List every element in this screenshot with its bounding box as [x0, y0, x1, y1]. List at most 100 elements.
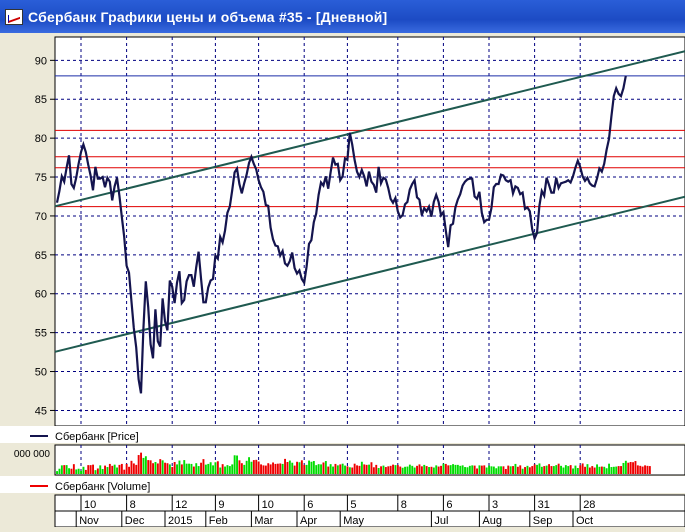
volume-bar	[576, 468, 579, 474]
volume-bar	[168, 464, 171, 474]
volume-bar	[315, 465, 318, 474]
volume-bar	[279, 463, 282, 474]
volume-bar	[526, 465, 529, 474]
month-tick-label: Aug	[482, 515, 502, 527]
volume-bar	[284, 458, 286, 474]
month-tick-label: Dec	[125, 515, 145, 527]
price-series-line	[55, 75, 627, 394]
volume-bar	[550, 466, 553, 474]
volume-bar	[430, 466, 433, 474]
volume-bar	[552, 466, 555, 474]
volume-bar	[531, 466, 534, 474]
date-axis-months: Nov Dec 2015 Feb Mar Apr May Jul Aug Sep Oct	[75, 511, 593, 527]
volume-bar	[192, 466, 195, 474]
volume-bar	[267, 463, 270, 474]
volume-bars	[56, 452, 651, 474]
volume-bar	[581, 463, 584, 474]
volume-bar	[620, 466, 622, 474]
volume-bar	[555, 465, 558, 474]
volume-bar	[298, 462, 301, 474]
y-tick-label: 85	[35, 94, 47, 106]
volume-bar	[221, 464, 224, 474]
day-tick-label: 6	[307, 499, 313, 511]
volume-bar	[636, 465, 639, 474]
day-tick-label: 3	[492, 499, 498, 511]
volume-bar	[173, 462, 176, 474]
volume-bar	[603, 466, 606, 474]
volume-bar	[358, 465, 361, 474]
volume-bar	[459, 465, 462, 474]
volume-bar	[224, 466, 226, 474]
volume-bar	[404, 466, 406, 474]
volume-bar	[89, 465, 92, 474]
volume-bar	[447, 465, 450, 474]
volume-bar	[106, 467, 109, 474]
volume-bar	[219, 467, 222, 474]
volume-bar	[560, 465, 562, 474]
volume-bar	[214, 462, 217, 474]
volume-bar	[548, 464, 550, 474]
volume-bar	[622, 462, 625, 474]
volume-bar	[190, 463, 193, 474]
volume-bar	[209, 462, 212, 474]
volume-bar	[99, 465, 102, 474]
volume-bar	[101, 468, 104, 474]
y-tick-label: 45	[35, 405, 47, 417]
trend-channel	[54, 50, 685, 353]
volume-bar	[471, 465, 474, 474]
volume-bar	[236, 455, 238, 474]
volume-bar	[375, 464, 378, 474]
volume-bar	[507, 465, 510, 474]
volume-bar	[615, 466, 618, 474]
volume-bar	[449, 465, 452, 474]
volume-bar	[339, 464, 342, 474]
volume-bar	[502, 466, 505, 474]
volume-bar	[478, 465, 481, 474]
volume-bar	[128, 466, 130, 474]
volume-bar	[226, 465, 229, 474]
volume-bar	[596, 464, 598, 474]
volume-bar	[82, 466, 85, 474]
volume-bar	[377, 468, 380, 474]
volume-bar	[500, 466, 502, 474]
volume-bar	[142, 457, 145, 474]
volume-bar	[123, 469, 126, 474]
title-bar[interactable]: Сбербанк Графики цены и объема #35 - [Дн…	[0, 0, 685, 33]
volume-bar	[600, 466, 603, 474]
volume-bar	[384, 467, 387, 474]
volume-bar	[332, 466, 334, 474]
volume-bar	[116, 467, 118, 474]
volume-bar	[144, 456, 147, 474]
volume-bar	[96, 468, 99, 474]
month-tick-label: Sep	[533, 515, 553, 527]
price-pane	[54, 36, 685, 427]
volume-bar	[310, 461, 313, 474]
volume-bar	[65, 465, 68, 474]
volume-bar	[569, 465, 572, 474]
volume-bar	[416, 465, 418, 474]
y-tick-label: 50	[35, 367, 47, 379]
volume-bar	[543, 466, 546, 474]
volume-bar	[228, 466, 231, 474]
volume-bar	[644, 465, 646, 474]
volume-bar	[250, 461, 253, 474]
volume-bar	[212, 465, 214, 474]
volume-bar	[584, 466, 586, 474]
volume-bar	[336, 465, 339, 474]
volume-bar	[344, 465, 346, 474]
month-tick-label: Oct	[576, 515, 593, 527]
volume-bar	[641, 466, 644, 474]
volume-bar	[94, 470, 97, 474]
volume-bar	[456, 464, 459, 474]
volume-bar	[440, 465, 442, 474]
volume-bar	[149, 460, 152, 474]
volume-bar	[360, 461, 363, 474]
volume-bar	[183, 460, 186, 474]
volume-bar	[420, 466, 423, 474]
trend-channel-line	[54, 50, 685, 208]
volume-bar	[257, 461, 260, 474]
volume-bar	[567, 466, 570, 474]
volume-bar	[406, 466, 409, 474]
volume-bar	[627, 462, 630, 474]
volume-bar	[260, 464, 262, 474]
